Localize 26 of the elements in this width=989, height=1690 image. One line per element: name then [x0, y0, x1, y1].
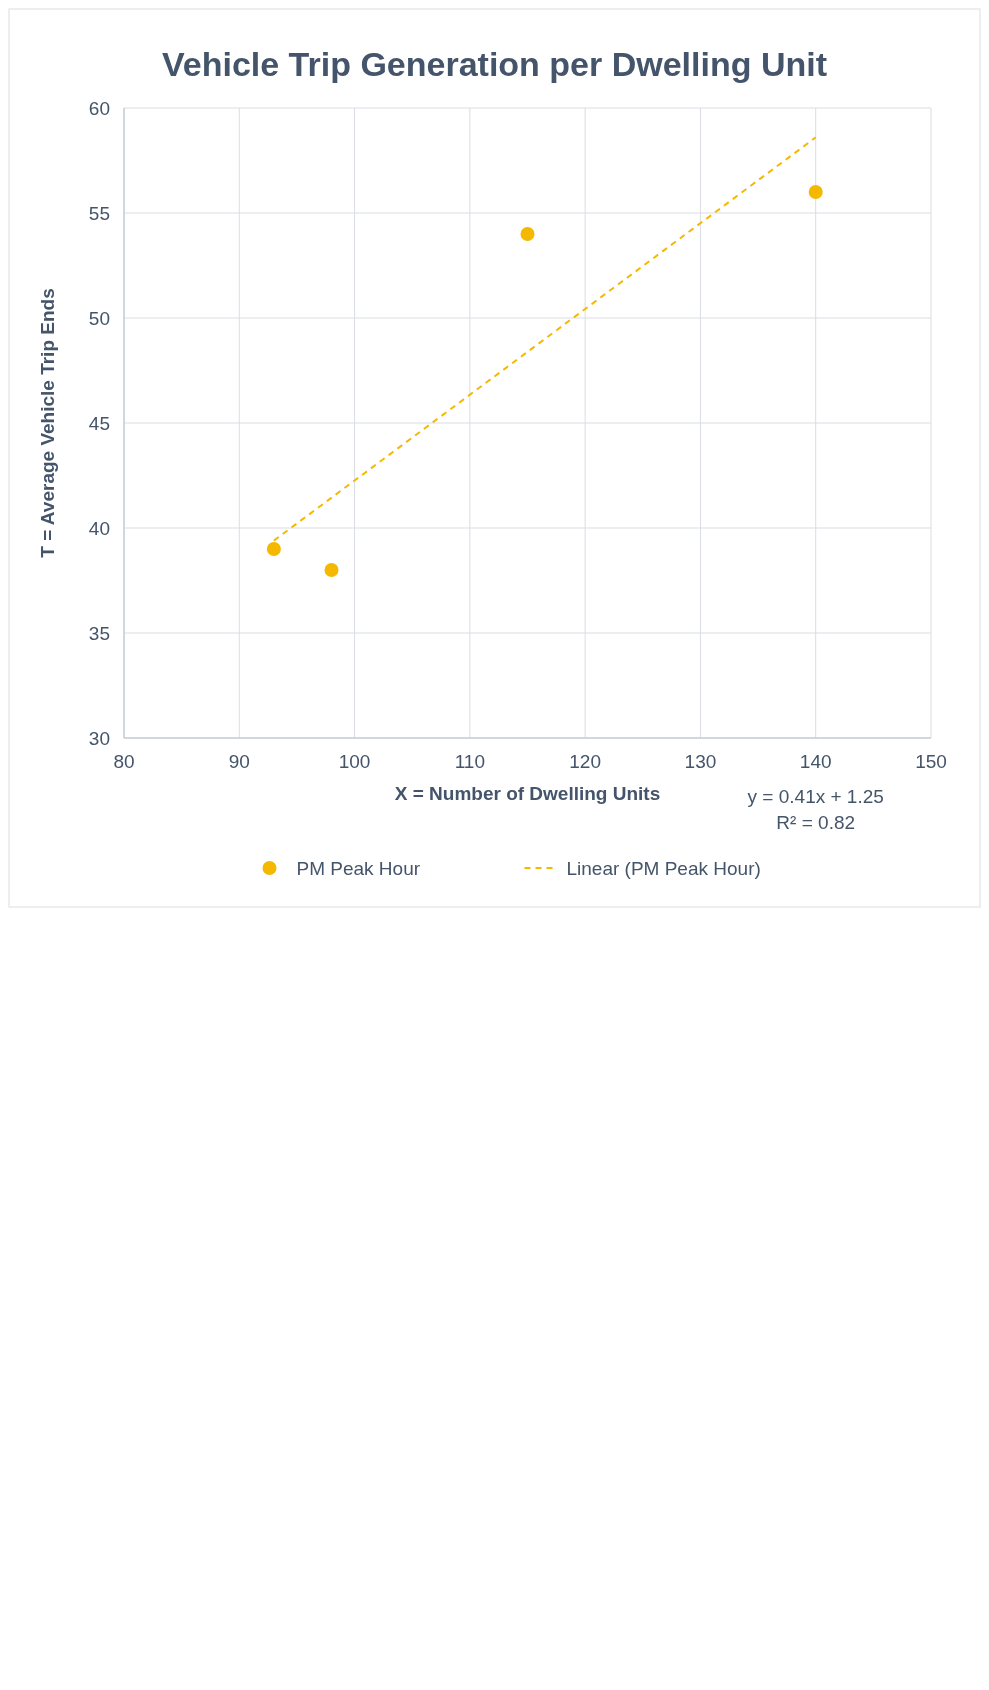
y-tick-label: 60 — [88, 98, 110, 119]
text: y = 0.41x + 1.25 — [747, 786, 884, 807]
x-tick-label: 150 — [915, 751, 947, 772]
y-tick-label: 45 — [88, 413, 110, 434]
y-tick-label: 50 — [88, 308, 110, 329]
y-tick-label: 30 — [88, 728, 110, 749]
y-axis-title: T = Average Vehicle Trip Ends — [37, 288, 58, 558]
point — [808, 185, 823, 199]
x-tick-label: 110 — [454, 751, 486, 772]
y-tick-label: 35 — [88, 623, 110, 644]
point — [324, 563, 339, 577]
y-tick-label: 55 — [88, 203, 110, 224]
x-tick-label: 140 — [799, 751, 832, 772]
legend-label: PM Peak Hour — [296, 858, 421, 879]
x-tick-label: 80 — [113, 751, 135, 772]
y-tick-label: 40 — [88, 518, 110, 539]
x-tick-label: 90 — [228, 751, 250, 772]
x-axis-title: X = Number of Dwelling Units — [394, 783, 661, 804]
point — [266, 542, 281, 556]
chart-title: Vehicle Trip Generation per Dwelling Unit — [161, 45, 828, 83]
point — [520, 227, 535, 241]
x-tick-label: 100 — [338, 751, 371, 772]
x-tick-label: 120 — [569, 751, 601, 772]
text: R² = 0.82 — [776, 812, 856, 833]
x-tick-label: 130 — [684, 751, 717, 772]
legend-label: Linear (PM Peak Hour) — [566, 858, 761, 879]
